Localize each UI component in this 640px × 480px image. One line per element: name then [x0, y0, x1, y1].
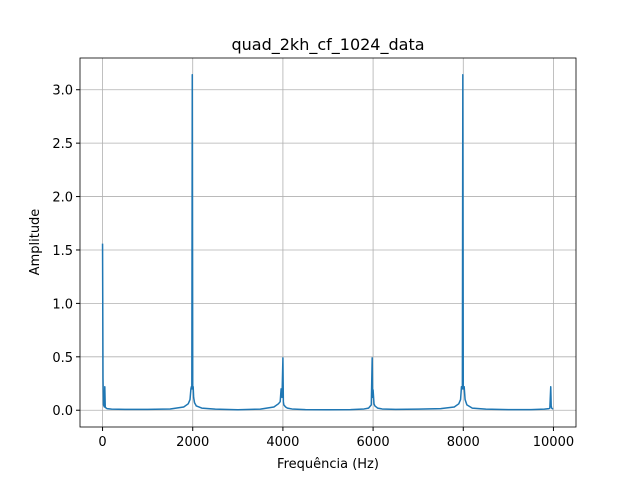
- x-axis-label: Frequência (Hz): [277, 457, 379, 472]
- y-tick-label: 3.0: [52, 84, 73, 99]
- y-tick-label: 1.5: [52, 244, 73, 259]
- x-tick-label: 2000: [176, 435, 209, 450]
- x-tick-label: 10000: [533, 435, 574, 450]
- chart-title: quad_2kh_cf_1024_data: [231, 35, 424, 55]
- y-tick-label: 1.0: [52, 297, 73, 312]
- y-tick-label: 2.0: [52, 191, 73, 206]
- x-tick-label: 6000: [357, 435, 390, 450]
- y-axis-label: Amplitude: [28, 209, 43, 276]
- y-tick-label: 0.5: [52, 351, 73, 366]
- plot-frame: [79, 57, 577, 428]
- y-tick-label: 0.0: [52, 404, 73, 419]
- y-tick-label: 2.5: [52, 137, 73, 152]
- x-tick-label: 4000: [266, 435, 299, 450]
- x-tick-label: 8000: [447, 435, 480, 450]
- x-tick-label: 0: [98, 435, 106, 450]
- line: [101, 74, 554, 411]
